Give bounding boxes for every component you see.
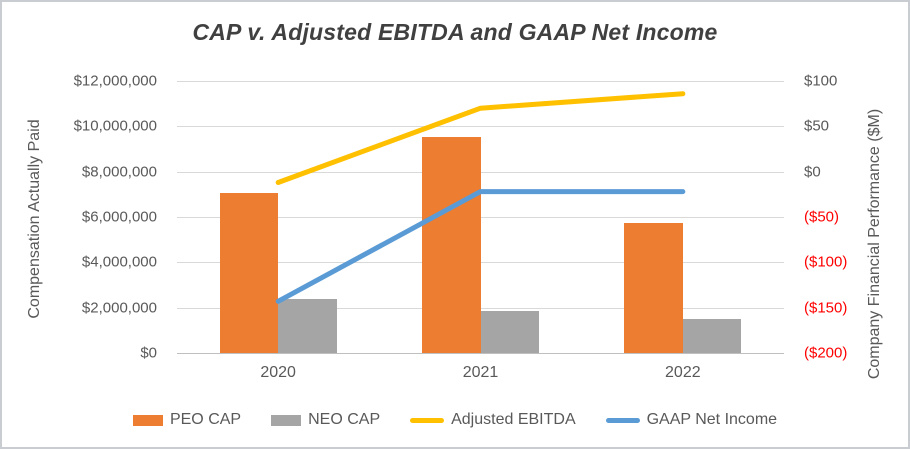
- right-axis-tick: ($150): [804, 299, 848, 317]
- gridline: [177, 81, 784, 82]
- legend-swatch-neo-cap: [271, 414, 302, 426]
- gridline: [177, 126, 784, 128]
- bar-peo-cap-2020: [219, 193, 279, 353]
- chart-legend: PEO CAP NEO CAP Adjusted EBITDA GAAP Net In…: [2, 404, 908, 436]
- line-gaap-net-income: [275, 189, 686, 304]
- right-axis-tick: ($50): [804, 208, 840, 226]
- bar-peo-cap-2022: [624, 222, 683, 353]
- gridline: [177, 171, 784, 173]
- left-axis-tick: $4,000,000: [81, 253, 157, 271]
- gridline: [177, 353, 784, 354]
- gridline: [177, 307, 784, 309]
- chart-title: CAP v. Adjusted EBITDA and GAAP Net Inco…: [192, 19, 718, 45]
- right-axis-tick: ($200): [804, 344, 848, 362]
- legend-item-gaap-net-income: GAAP Net Income: [605, 411, 778, 428]
- legend-item-neo-cap: NEO CAP: [271, 412, 380, 428]
- x-axis-label-2022: 2022: [665, 364, 701, 381]
- legend-swatch-gaap-net-income: [605, 417, 640, 423]
- bar-neo-cap-2020: [278, 298, 337, 353]
- left-axis-tick: $0: [140, 344, 157, 362]
- legend-label-neo-cap: NEO CAP: [308, 411, 381, 428]
- legend-label-gaap-net-income: GAAP Net Income: [646, 411, 778, 428]
- bar-neo-cap-2021: [480, 311, 539, 353]
- left-axis-tick: $2,000,000: [81, 299, 157, 317]
- legend-swatch-peo-cap: [132, 414, 163, 426]
- right-axis-tick: ($100): [804, 253, 848, 271]
- legend-label-adjusted-ebitda: Adjusted EBITDA: [451, 411, 576, 428]
- left-axis-tick: $6,000,000: [81, 208, 157, 226]
- x-axis-label-2020: 2020: [260, 364, 296, 381]
- right-axis-tick: $100: [804, 72, 838, 90]
- left-axis-tick: $12,000,000: [73, 72, 157, 90]
- right-axis-title: Company Financial Performance ($M): [866, 108, 883, 380]
- bar-neo-cap-2022: [682, 319, 742, 353]
- left-axis-tick: $8,000,000: [81, 163, 157, 181]
- left-axis-tick: $10,000,000: [73, 117, 157, 135]
- left-axis-title: Compensation Actually Paid: [26, 119, 43, 319]
- right-axis-tick: $50: [804, 117, 830, 135]
- legend-swatch-adjusted-ebitda: [410, 417, 445, 423]
- legend-item-adjusted-ebitda: Adjusted EBITDA: [410, 412, 576, 428]
- x-axis-label-2021: 2021: [462, 364, 499, 381]
- legend-item-peo-cap: PEO CAP: [132, 411, 242, 428]
- legend-label-peo-cap: PEO CAP: [169, 411, 242, 428]
- line-adjusted-ebitda: [275, 91, 686, 185]
- right-axis-tick: $0: [804, 163, 821, 181]
- bar-peo-cap-2021: [422, 136, 481, 353]
